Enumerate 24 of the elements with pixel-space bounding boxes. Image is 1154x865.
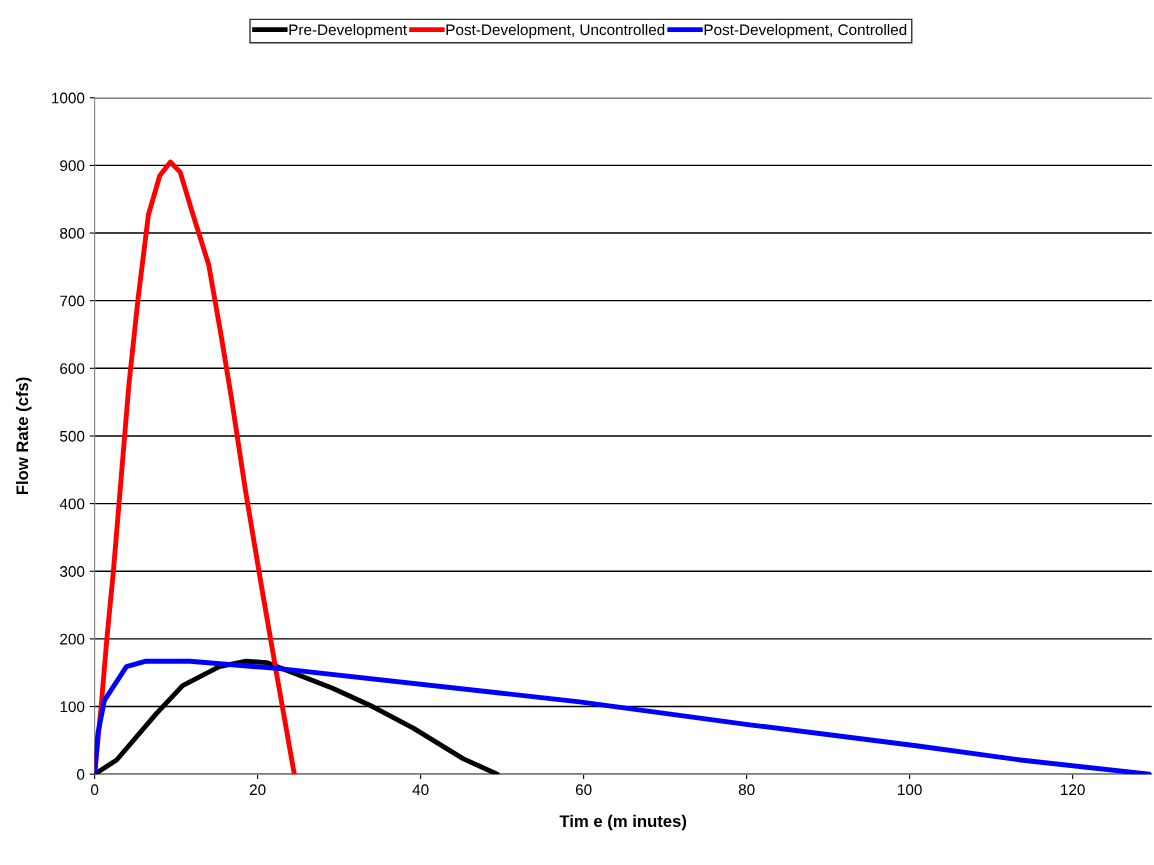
x-tick-label: 40: [412, 784, 429, 796]
y-tick-label: 300: [60, 566, 85, 577]
y-tick-label: 800: [60, 227, 85, 239]
legend-label: Post-Development, Controlled: [704, 23, 907, 39]
y-tick-label: 600: [60, 363, 85, 374]
y-tick-label: 900: [60, 160, 85, 172]
y-axis-title: Flow Rate (cfs): [15, 377, 32, 495]
x-tick-label: 80: [738, 784, 755, 796]
x-tick-label: 0: [90, 784, 99, 796]
y-tick-label: 1000: [52, 92, 85, 104]
x-tick-label: 100: [898, 784, 922, 796]
legend-label: Pre-Development: [289, 23, 407, 39]
x-tick-label: 120: [1061, 784, 1085, 796]
y-tick-label: 400: [59, 498, 85, 510]
y-tick-label: 100: [60, 701, 85, 713]
x-tick-label: 20: [249, 784, 266, 796]
y-tick-label: 500: [60, 430, 85, 442]
y-tick-label: 0: [77, 769, 85, 780]
line-series: [94, 159, 297, 775]
legend-label: Post-Development, Uncontrolled: [446, 23, 665, 39]
y-tick-label: 700: [60, 295, 85, 307]
x-axis-title: Tim e (m inutes): [559, 814, 687, 831]
y-tick-label: 200: [60, 633, 85, 645]
x-tick-label: 60: [575, 784, 592, 796]
